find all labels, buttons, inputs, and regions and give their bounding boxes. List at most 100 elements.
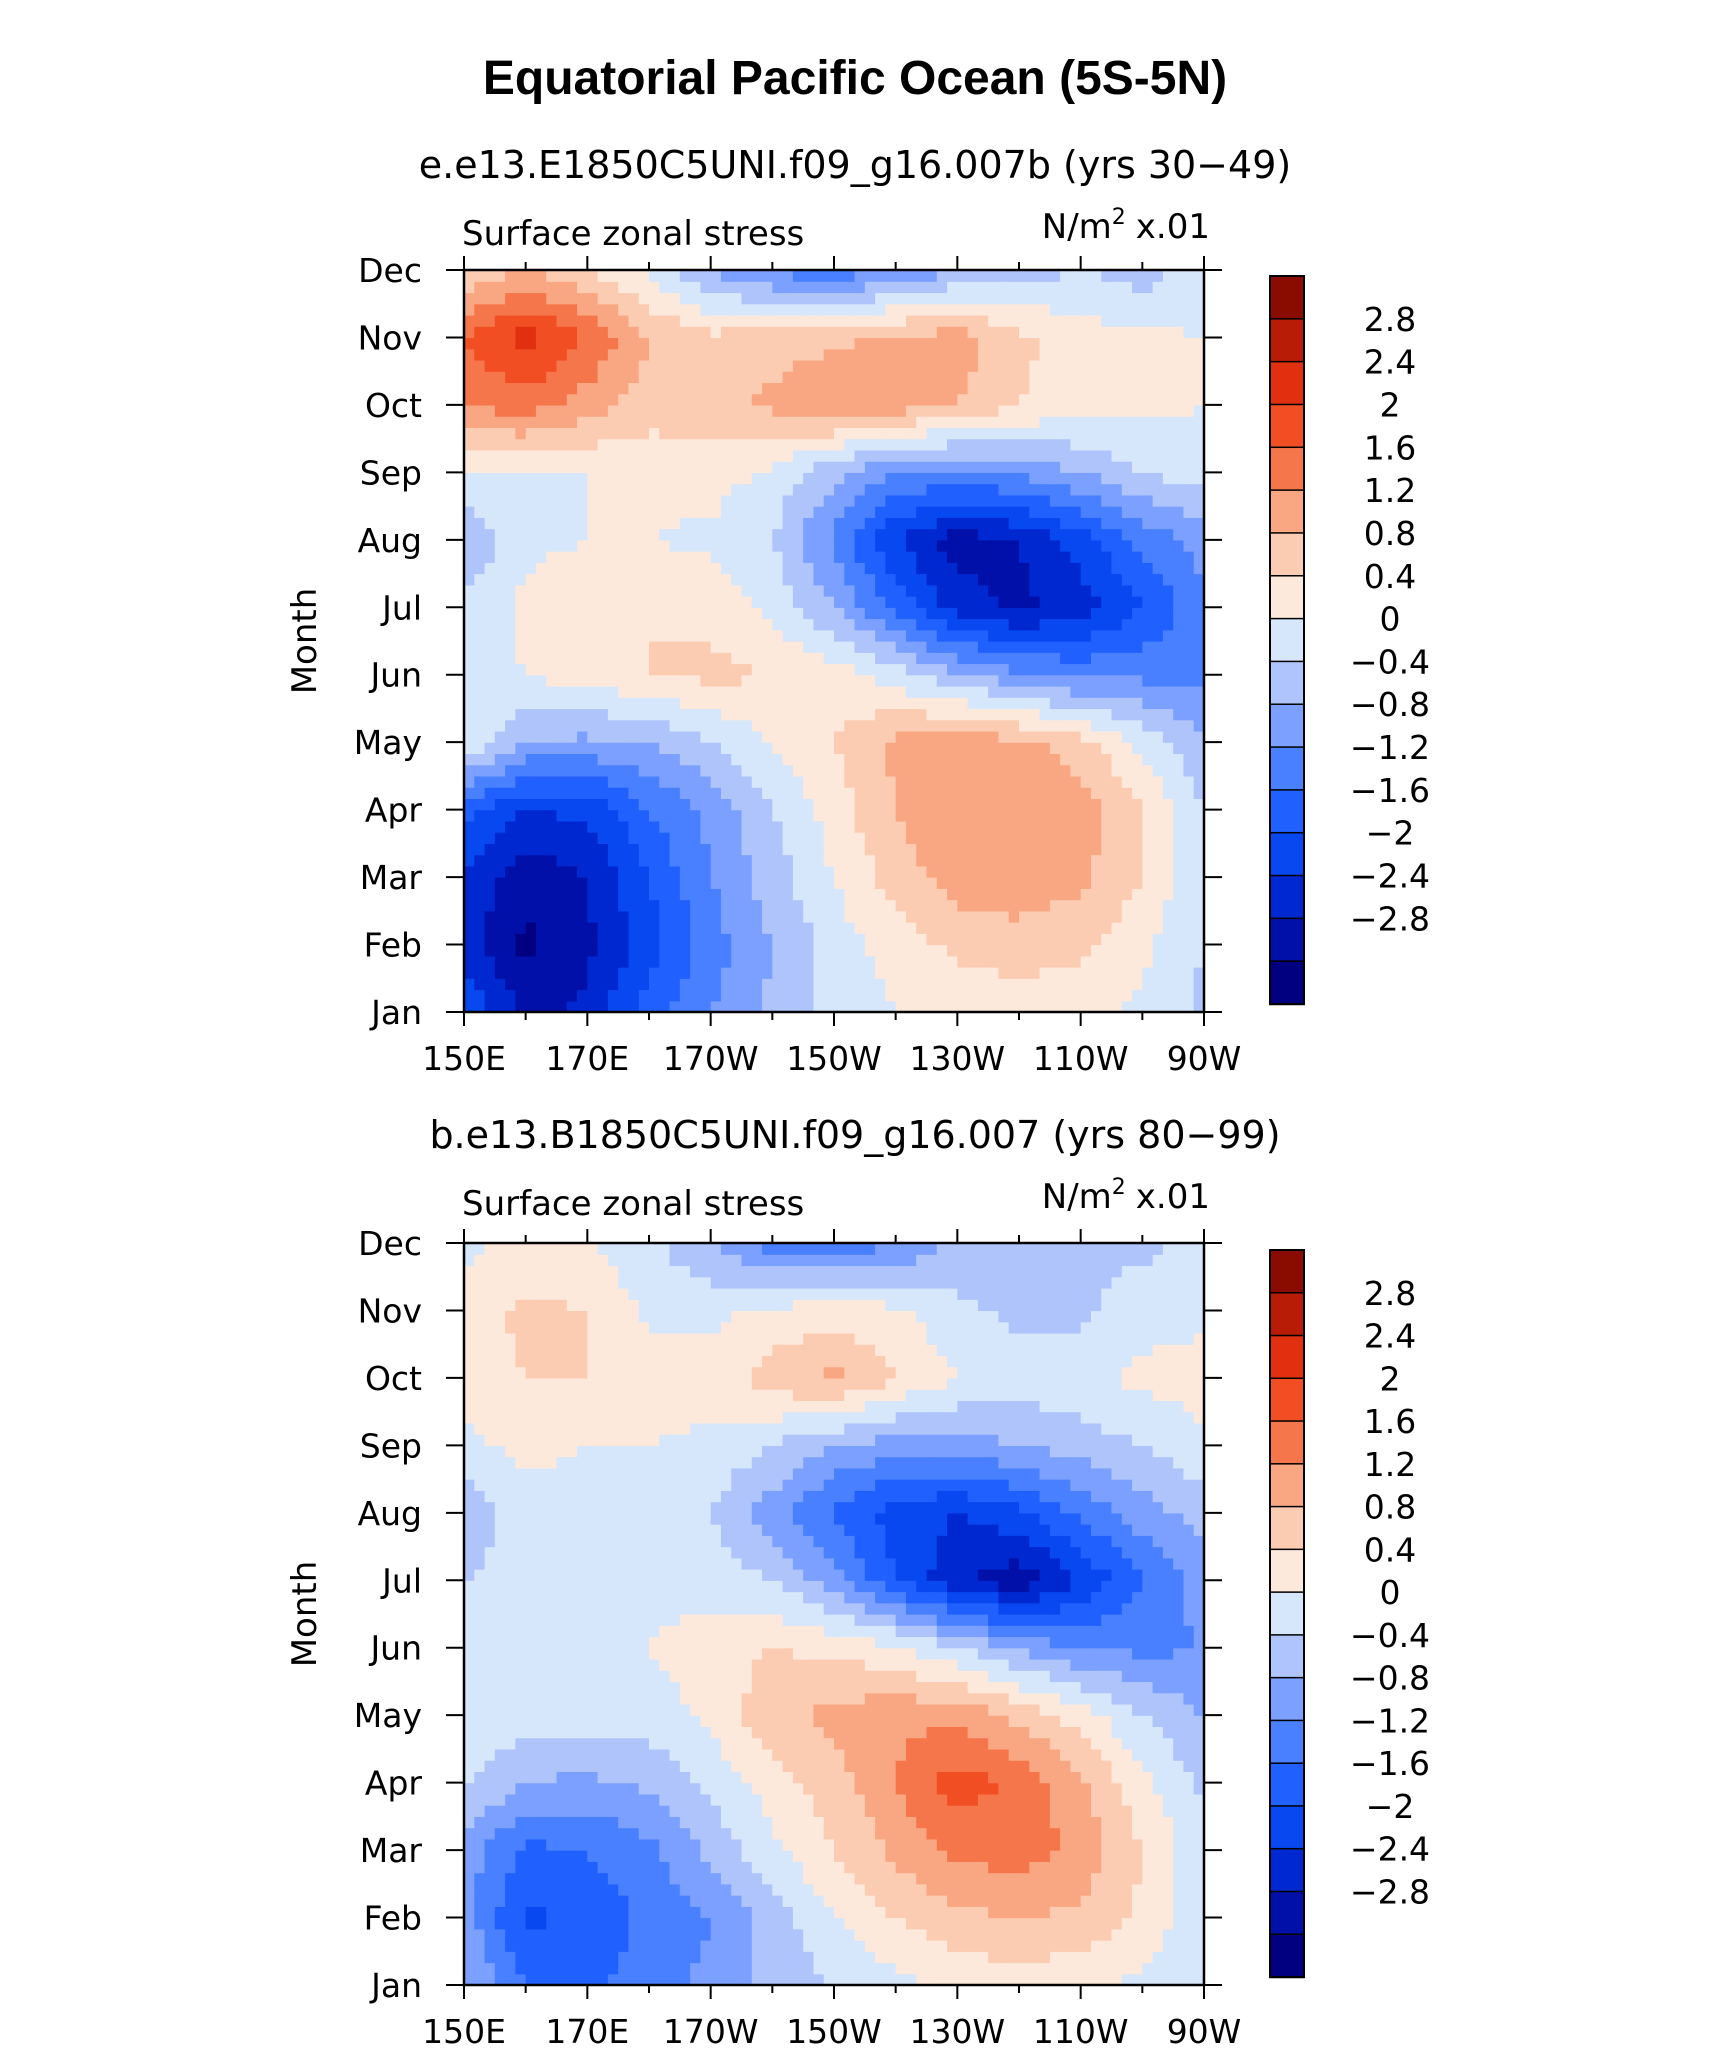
contour-cell xyxy=(720,955,732,968)
contour-cell xyxy=(967,494,979,507)
contour-cell xyxy=(587,809,599,822)
contour-cell xyxy=(1162,843,1174,856)
contour-cell xyxy=(577,967,588,979)
contour-cell xyxy=(525,393,537,406)
contour-cell xyxy=(597,955,609,968)
contour-cell xyxy=(535,314,547,327)
contour-cell xyxy=(905,820,917,833)
contour-cell xyxy=(782,1000,794,1013)
contour-cell xyxy=(484,944,496,957)
contour-cell xyxy=(515,584,527,597)
contour-cell xyxy=(607,899,619,912)
contour-cell xyxy=(834,337,845,350)
colorbar-label: −1.6 xyxy=(1350,771,1430,810)
contour-cell xyxy=(710,1962,722,1975)
contour-cell xyxy=(864,967,876,979)
contour-cell xyxy=(967,854,979,867)
contour-cell xyxy=(905,371,917,384)
contour-cell xyxy=(864,663,876,676)
contour-cell xyxy=(936,607,948,620)
contour-cell xyxy=(1173,404,1185,417)
contour-cell xyxy=(618,371,630,384)
contour-cell xyxy=(474,888,486,901)
contour-cell xyxy=(1121,955,1133,968)
contour-cell xyxy=(628,270,640,282)
contour-cell xyxy=(854,449,866,462)
contour-cell xyxy=(1162,719,1174,732)
contour-cell xyxy=(566,461,578,473)
contour-cell xyxy=(1060,371,1071,384)
contour-cell xyxy=(515,685,527,698)
contour-cell xyxy=(464,1000,475,1013)
contour-cell xyxy=(762,989,773,1002)
contour-cell xyxy=(525,1962,537,1975)
contour-cell xyxy=(535,910,547,923)
contour-cell xyxy=(782,449,794,462)
contour-cell xyxy=(916,708,928,721)
contour-cell xyxy=(535,899,547,912)
contour-cell xyxy=(792,562,804,575)
contour-cell xyxy=(638,326,650,339)
contour-cell xyxy=(638,359,650,372)
contour-cell xyxy=(895,843,907,856)
contour-cell xyxy=(885,348,897,361)
contour-cell xyxy=(525,528,537,541)
contour-cell xyxy=(1080,685,1092,698)
contour-cell xyxy=(464,955,475,968)
contour-cell xyxy=(1080,719,1092,732)
contour-cell xyxy=(1173,933,1185,946)
contour-cell xyxy=(1090,697,1102,710)
contour-cell xyxy=(1152,663,1164,676)
contour-cell xyxy=(905,1962,917,1975)
contour-cell xyxy=(525,551,537,563)
contour-cell xyxy=(546,832,558,844)
contour-cell xyxy=(988,573,1000,586)
contour-cell xyxy=(1090,910,1102,923)
contour-cell xyxy=(977,978,989,991)
contour-cell xyxy=(484,1962,496,1975)
contour-cell xyxy=(762,764,773,777)
contour-cell xyxy=(484,449,496,462)
contour-cell xyxy=(823,933,835,946)
contour-cell xyxy=(628,483,640,496)
contour-cell xyxy=(731,607,743,620)
contour-cell xyxy=(464,708,475,721)
contour-cell xyxy=(905,337,917,350)
contour-cell xyxy=(762,584,773,597)
contour-cell xyxy=(628,337,640,350)
contour-cell xyxy=(731,663,743,676)
contour-cell xyxy=(844,461,856,473)
contour-cell xyxy=(1090,292,1102,305)
contour-cell xyxy=(1101,551,1113,563)
contour-cell xyxy=(916,562,928,575)
contour-cell xyxy=(967,641,979,653)
contour-cell xyxy=(998,573,1010,586)
contour-cell xyxy=(1019,506,1030,518)
contour-cell xyxy=(1162,348,1174,361)
contour-cell xyxy=(905,685,917,698)
contour-cell xyxy=(669,978,681,991)
contour-cell xyxy=(977,539,989,552)
contour-cell xyxy=(1183,517,1195,530)
contour-cell xyxy=(772,708,784,721)
contour-cell xyxy=(957,820,969,833)
contour-cell xyxy=(751,652,763,665)
contour-cell xyxy=(556,955,568,968)
colorbar-label: −1.2 xyxy=(1350,728,1430,767)
contour-cell xyxy=(618,753,630,766)
contour-cell xyxy=(1193,832,1205,844)
contour-cell xyxy=(1132,539,1143,552)
contour-cell xyxy=(1039,742,1051,755)
contour-cell xyxy=(464,596,475,608)
contour-cell xyxy=(1008,618,1020,631)
contour-cell xyxy=(741,483,753,496)
contour-cell xyxy=(1193,764,1205,777)
contour-cell xyxy=(546,427,558,440)
contour-cell xyxy=(494,449,506,462)
contour-cell xyxy=(916,618,928,631)
contour-cell xyxy=(936,764,948,777)
contour-cell xyxy=(679,607,691,620)
contour-cell xyxy=(679,843,691,856)
contour-cell xyxy=(649,562,660,575)
contour-cell xyxy=(566,596,578,608)
